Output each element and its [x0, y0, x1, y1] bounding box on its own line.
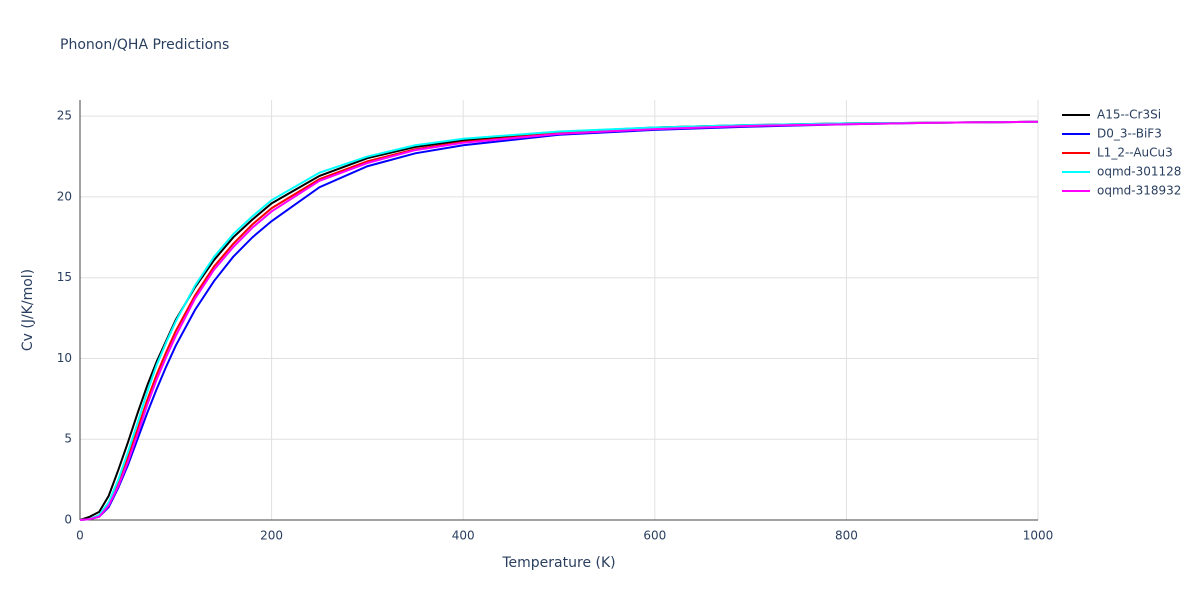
y-tick-label: 10 — [57, 351, 72, 365]
y-tick-label: 15 — [57, 270, 72, 284]
y-tick-label: 5 — [64, 432, 72, 446]
y-tick-label: 20 — [57, 189, 72, 203]
x-tick-label: 600 — [643, 529, 666, 543]
y-tick-label: 0 — [64, 513, 72, 527]
line — [79, 120, 1039, 521]
x-tick-label: 0 — [76, 529, 84, 543]
x-tick-label: 1000 — [1023, 529, 1054, 543]
y-tick-label: 25 — [57, 109, 72, 123]
line — [79, 120, 1039, 521]
y-axis-label: Cv (J/K/mol) — [20, 269, 36, 351]
x-tick-label: 800 — [835, 529, 858, 543]
x-tick-label: 400 — [452, 529, 475, 543]
legend-label: A15--Cr3Si — [1097, 108, 1161, 122]
legend-label: D0_3--BiF3 — [1097, 127, 1162, 141]
x-axis-label: Temperature (K) — [501, 555, 615, 571]
legend-label: oqmd-318932 — [1097, 184, 1181, 198]
chart-title: Phonon/QHA Predictions — [60, 37, 229, 53]
line — [79, 120, 1039, 521]
line — [79, 120, 1039, 521]
legend-label: L1_2--AuCu3 — [1097, 146, 1173, 160]
legend-label: oqmd-301128 — [1097, 165, 1181, 179]
line — [79, 120, 1039, 521]
x-tick-label: 200 — [260, 529, 283, 543]
